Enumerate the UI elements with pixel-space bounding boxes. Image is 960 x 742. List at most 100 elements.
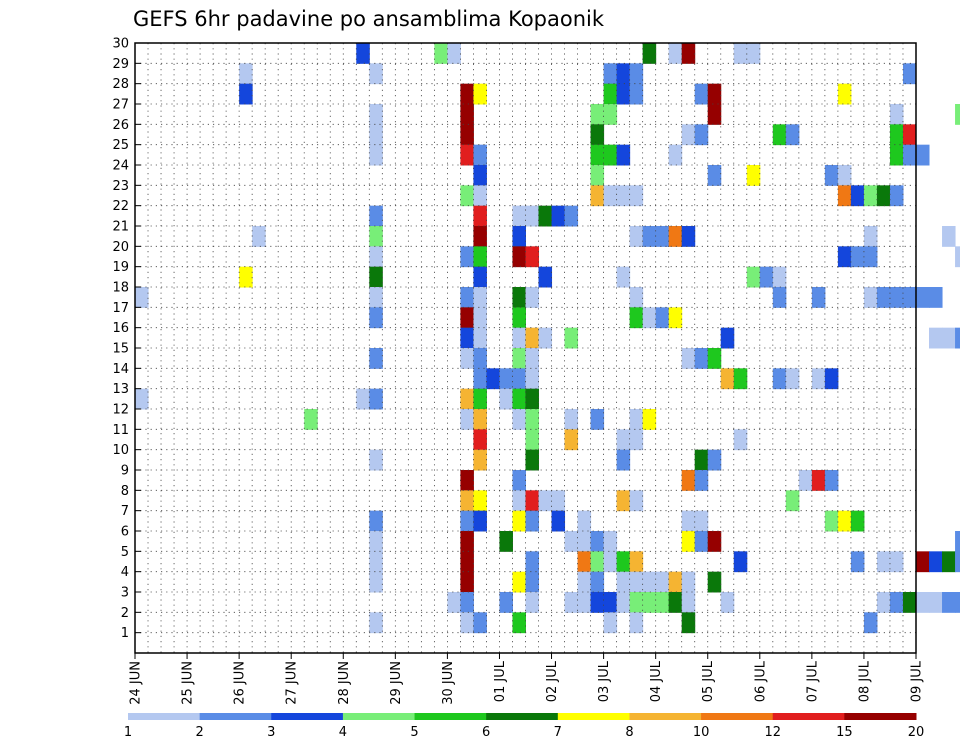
y-tick-label: 16: [112, 321, 129, 336]
heatmap-cell: [525, 348, 540, 369]
x-tick-label: 24 JUN: [129, 661, 144, 705]
heatmap-cell: [512, 246, 526, 268]
heatmap-cell: [369, 246, 383, 268]
heatmap-cell: [447, 43, 461, 64]
heatmap-cell: [824, 510, 839, 532]
heatmap-cell: [460, 388, 474, 410]
heatmap-cell: [369, 104, 383, 125]
heatmap-cell: [603, 531, 618, 552]
heatmap-cell: [916, 144, 930, 166]
heatmap-cell: [460, 104, 474, 125]
heatmap-cell: [590, 124, 605, 146]
heatmap-cell: [525, 510, 540, 532]
heatmap-cell: [863, 246, 878, 268]
y-tick-label: 3: [121, 586, 129, 601]
heatmap-cell: [929, 551, 943, 573]
heatmap-cell: [785, 368, 800, 390]
heatmap-cell: [681, 612, 696, 634]
heatmap-cell: [733, 368, 748, 390]
heatmap-cell: [460, 531, 474, 552]
heatmap-cell: [538, 205, 553, 227]
colorbar-label: 12: [764, 725, 781, 740]
heatmap-cell: [668, 592, 683, 613]
heatmap-cell: [603, 612, 618, 634]
heatmap-cell: [460, 287, 474, 308]
heatmap-cell: [616, 266, 631, 288]
colorbar-label: 15: [836, 725, 853, 740]
heatmap-cell: [512, 287, 526, 308]
x-tick-label: 30 JUN: [441, 661, 456, 705]
heatmap-cell: [889, 144, 904, 166]
heatmap-cell: [460, 327, 474, 349]
heatmap-cell: [876, 185, 891, 207]
heatmap-cell: [525, 429, 540, 451]
colorbar-swatch: [486, 713, 559, 720]
heatmap-cell: [837, 165, 852, 186]
heatmap-cell: [369, 531, 383, 552]
heatmap-cell: [473, 185, 487, 207]
heatmap-cell: [512, 226, 526, 247]
colorbar-swatch: [844, 713, 917, 720]
heatmap-cell: [512, 490, 526, 512]
heatmap-cell: [473, 612, 487, 634]
heatmap-cell: [616, 490, 631, 512]
x-tick-label: 25 JUN: [181, 661, 196, 705]
heatmap-cell: [460, 246, 474, 268]
heatmap-cell: [525, 571, 540, 593]
heatmap-cell: [746, 43, 761, 64]
heatmap-cell: [590, 571, 605, 593]
heatmap-cell: [564, 429, 579, 451]
heatmap-cell: [525, 490, 540, 512]
heatmap-cell: [629, 612, 644, 634]
heatmap-cell: [929, 327, 943, 349]
heatmap-cell: [916, 551, 930, 573]
heatmap-cell: [590, 592, 605, 613]
heatmap-cell: [616, 83, 631, 105]
heatmap-cell: [616, 571, 631, 593]
heatmap-cell: [733, 43, 748, 64]
heatmap-cell: [551, 205, 566, 227]
heatmap-cell: [473, 144, 487, 166]
heatmap-cell: [525, 551, 540, 573]
heatmap-cell: [772, 287, 787, 308]
heatmap-cell: [681, 571, 696, 593]
heatmap-cell: [252, 226, 266, 247]
heatmap-cell: [707, 165, 722, 186]
heatmap-cell: [473, 83, 487, 105]
heatmap-cell: [473, 449, 487, 471]
heatmap-cell: [889, 287, 904, 308]
y-tick-label: 8: [121, 484, 129, 499]
heatmap-cell: [955, 531, 960, 552]
heatmap-cell: [512, 307, 526, 329]
heatmap-cell: [629, 571, 644, 593]
y-tick-label: 9: [121, 464, 129, 479]
heatmap-cell: [512, 571, 526, 593]
colorbar-swatch: [701, 713, 774, 720]
heatmap-cell: [902, 287, 917, 308]
heatmap-cell: [239, 83, 253, 105]
heatmap-cell: [681, 510, 696, 532]
heatmap-cell: [590, 551, 605, 573]
heatmap-cell: [369, 388, 383, 410]
heatmap-cell: [512, 409, 526, 430]
x-tick-label: 06 JUL: [753, 660, 768, 702]
heatmap-cell: [902, 592, 917, 613]
heatmap-cell: [369, 449, 383, 471]
heatmap-cell: [577, 510, 592, 532]
heatmap-cell: [889, 592, 904, 613]
heatmap-cell: [538, 490, 553, 512]
heatmap-cell: [512, 388, 526, 410]
heatmap-cell: [512, 510, 526, 532]
heatmap-cell: [668, 571, 683, 593]
heatmap-cell: [525, 287, 540, 308]
y-tick-label: 26: [112, 118, 129, 133]
heatmap-cell: [772, 266, 787, 288]
y-tick-label: 7: [121, 504, 129, 519]
heatmap-cells: [135, 43, 960, 634]
y-tick-label: 29: [112, 57, 129, 72]
heatmap-cell: [772, 124, 787, 146]
heatmap-cell: [460, 83, 474, 105]
heatmap-cell: [512, 470, 526, 491]
heatmap-cell: [668, 43, 683, 64]
x-tick-label: 05 JUL: [701, 660, 716, 702]
